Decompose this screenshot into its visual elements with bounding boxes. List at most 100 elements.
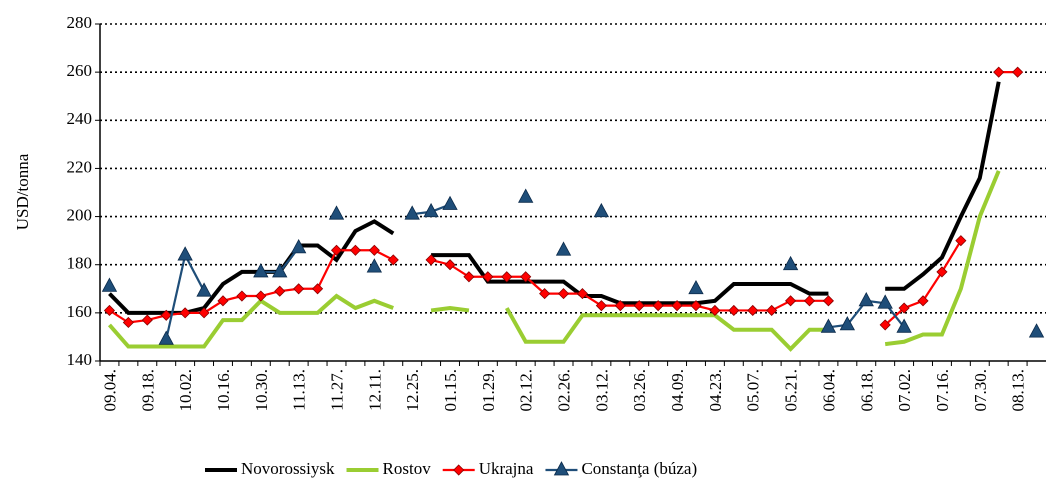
marker <box>728 304 740 317</box>
marker <box>312 283 324 295</box>
x-tick-label: 11.27. <box>328 369 347 411</box>
marker <box>217 295 229 307</box>
y-tick-label: 260 <box>67 61 93 80</box>
series <box>101 188 1045 345</box>
marker <box>423 202 439 218</box>
marker <box>879 319 891 331</box>
marker <box>122 316 134 329</box>
marker <box>255 290 267 302</box>
legend-label: Ukrajna <box>479 459 534 478</box>
marker <box>557 288 570 300</box>
x-tick-label: 10.30. <box>252 369 271 412</box>
series <box>107 170 1001 352</box>
series <box>103 66 1024 331</box>
marker <box>747 304 759 317</box>
marker <box>444 259 456 271</box>
marker <box>555 241 572 256</box>
marker <box>368 244 380 256</box>
marker <box>822 295 834 307</box>
marker <box>177 246 193 261</box>
x-tick-label: 01.15. <box>441 369 460 412</box>
x-tick-label: 03.12. <box>592 369 611 412</box>
x-tick-label: 03.26. <box>630 369 649 412</box>
marker <box>442 195 458 210</box>
marker <box>366 258 383 273</box>
marker <box>290 239 307 254</box>
x-tick-label: 06.18. <box>857 369 876 412</box>
marker <box>425 254 437 266</box>
x-tick-label: 05.07. <box>744 369 763 412</box>
y-tick-label: 200 <box>67 205 93 224</box>
marker <box>614 300 626 312</box>
marker <box>387 254 399 266</box>
marker <box>404 205 420 220</box>
marker <box>803 295 816 307</box>
marker <box>785 295 797 307</box>
y-axis-label: USD/tonna <box>13 153 32 230</box>
marker <box>196 282 212 297</box>
marker <box>820 318 837 333</box>
marker <box>593 202 610 218</box>
x-tick-label: 12.25. <box>403 369 422 412</box>
marker <box>158 330 174 345</box>
marker <box>633 300 645 312</box>
marker <box>539 288 551 300</box>
x-tick-label: 09.04. <box>100 369 119 412</box>
line <box>166 205 1036 340</box>
marker <box>501 271 513 283</box>
x-tick-label: 06.04. <box>819 369 838 412</box>
x-tick-label: 08.13. <box>1009 369 1028 412</box>
marker <box>955 235 967 247</box>
x-tick-label: 07.16. <box>933 369 952 412</box>
marker <box>518 188 534 203</box>
marker <box>877 294 893 309</box>
x-tick-label: 04.23. <box>706 369 725 412</box>
marker <box>482 271 494 283</box>
x-tick-label: 02.26. <box>555 369 574 412</box>
series <box>108 81 1001 315</box>
y-tick-label: 280 <box>67 13 93 32</box>
marker <box>453 464 465 476</box>
marker <box>198 307 210 319</box>
marker <box>782 255 799 271</box>
marker <box>917 295 929 307</box>
x-tick-label: 07.30. <box>971 369 990 412</box>
marker <box>936 266 948 278</box>
x-tick-label: 02.12. <box>517 369 536 412</box>
marker <box>688 279 704 295</box>
marker <box>293 283 305 295</box>
x-tick-label: 10.02. <box>176 369 195 412</box>
marker <box>766 304 778 317</box>
marker <box>253 263 269 278</box>
marker <box>652 300 664 312</box>
marker <box>709 304 721 317</box>
marker <box>463 271 475 283</box>
marker <box>1012 66 1024 78</box>
marker <box>858 291 874 307</box>
marker <box>520 271 532 283</box>
legend-label: Rostov <box>383 459 432 478</box>
legend-item: Ukrajna <box>442 459 534 478</box>
marker <box>896 318 912 333</box>
marker <box>274 285 286 297</box>
y-tick-label: 220 <box>67 157 93 176</box>
line <box>108 81 1001 315</box>
marker <box>272 263 288 278</box>
legend-item: Novorossiysk <box>205 459 335 478</box>
marker <box>349 244 361 256</box>
x-tick-label: 10.16. <box>214 369 233 412</box>
marker <box>330 244 343 256</box>
marker <box>160 309 172 321</box>
marker <box>101 277 118 292</box>
marker <box>103 304 116 317</box>
legend-label: Constanţa (búza) <box>581 459 697 478</box>
line <box>108 71 1018 326</box>
marker <box>898 302 910 314</box>
marker <box>328 205 345 220</box>
x-tick-label: 04.09. <box>668 369 687 412</box>
x-tick-label: 12.11. <box>365 369 384 411</box>
x-tick-label: 09.18. <box>138 369 157 412</box>
y-tick-label: 160 <box>67 302 93 321</box>
marker <box>839 316 856 331</box>
